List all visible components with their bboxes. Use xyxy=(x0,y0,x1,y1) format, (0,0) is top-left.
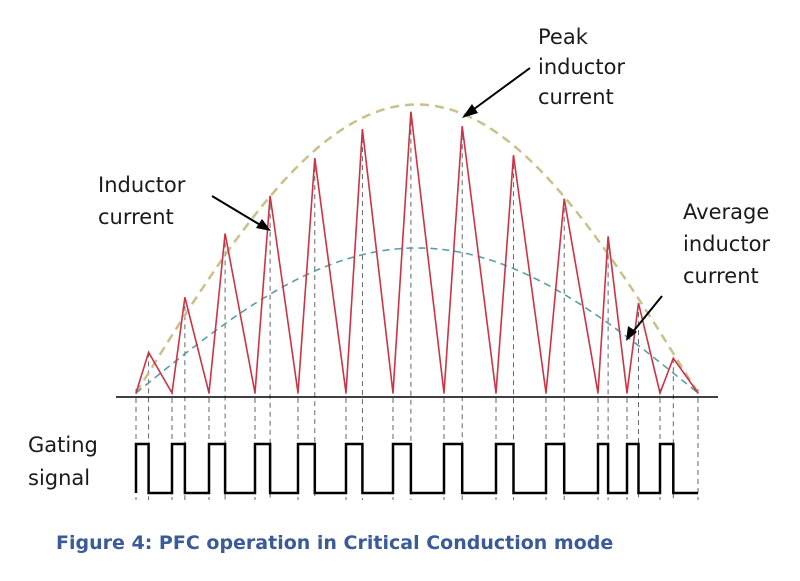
gating-signal-waveform xyxy=(134,442,698,495)
peak-envelope-curve xyxy=(134,103,700,394)
average-arrow xyxy=(626,295,663,341)
peak-label-line2: inductor xyxy=(538,55,625,79)
gating-label-line2: signal xyxy=(28,466,90,490)
average-label-line1: Average xyxy=(683,200,769,224)
peak-arrow xyxy=(462,67,531,118)
peak-label-line1: Peak xyxy=(538,25,589,49)
inductor-current-waveform xyxy=(135,111,699,396)
figure-caption: Figure 4: PFC operation in Critical Cond… xyxy=(56,532,613,554)
gating-label-line1: Gating xyxy=(28,433,98,457)
inductor-arrow xyxy=(211,195,271,231)
inductor-label-line1: Inductor xyxy=(98,173,186,197)
peak-label-line3: current xyxy=(538,85,614,109)
average-envelope-curve xyxy=(135,247,699,394)
inductor-label-line2: current xyxy=(98,205,174,229)
average-label-line3: current xyxy=(683,264,759,288)
average-label-line2: inductor xyxy=(683,232,770,256)
